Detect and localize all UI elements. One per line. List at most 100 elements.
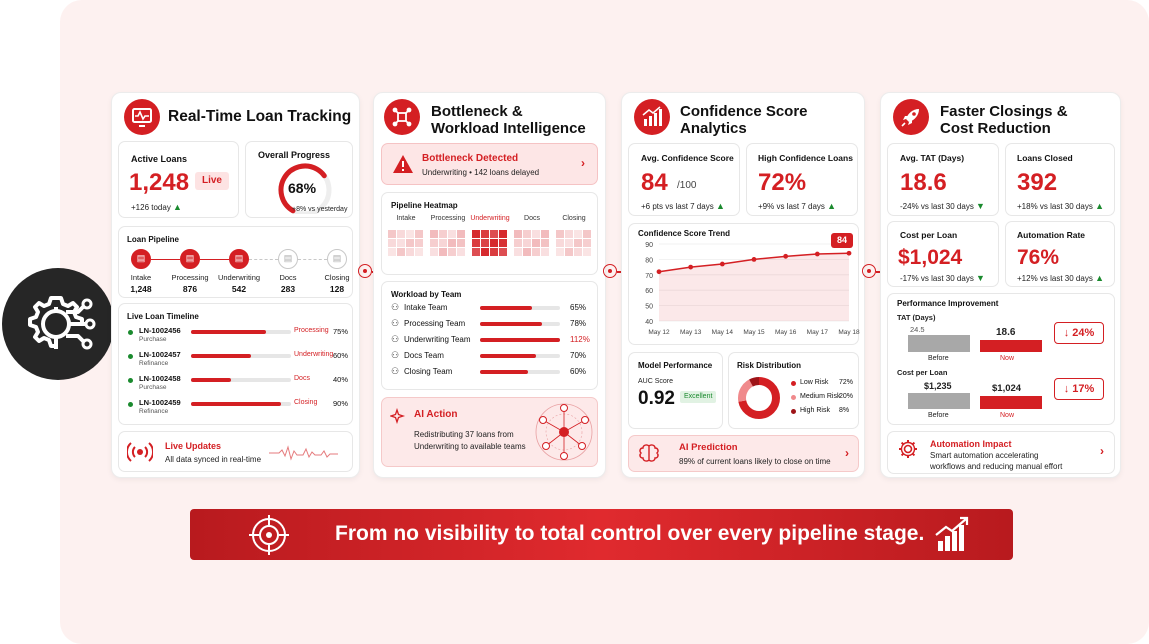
heatmap-column-label: Processing [430,215,466,222]
heatmap-cell [457,230,465,238]
x-tick-label: May 15 [743,329,765,336]
tagline-banner: From no visibility to total control over… [190,509,1013,560]
ai-action-title: AI Action [414,409,458,420]
cost-per-loan-card: Cost per Loan $1,024 -17% vs last 30 day… [887,221,999,287]
pipeline-connector [200,259,229,260]
heatmap-cell [574,239,582,247]
x-tick-label: May 18 [838,329,860,336]
team-user-icon: ⚇ [391,366,400,376]
loan-id[interactable]: LN-1002459 [139,398,181,407]
model-performance-card: Model Performance AUC Score 0.92 Excelle… [628,352,723,429]
loan-stage: Processing [294,327,329,334]
file-icon[interactable]: ▤ [278,249,298,269]
overall-progress-delta: +8% vs yesterday [292,206,348,213]
x-tick-label: May 17 [807,329,829,336]
active-loans-delta: +126 today ▲ [131,202,182,212]
heatmap-cell [439,248,447,256]
risk-distribution-card: Risk Distribution Low Risk 72% Medium Risk… [728,352,859,429]
loan-percent: 60% [333,351,349,360]
heatmap-cell [556,239,564,247]
perf-label: Performance Improvement [897,299,999,308]
pulse-monitor-icon [124,99,160,135]
clipboard-icon[interactable]: ▤ [131,249,151,269]
heatmap-cell [565,239,573,247]
pipeline-stage-name: Underwriting [217,273,261,282]
avg-confidence-value: 84 [641,169,668,196]
automation-value: 76% [1017,246,1060,269]
team-name: Underwriting Team [404,335,471,344]
bottleneck-alert[interactable]: Bottleneck Detected Underwriting • 142 l… [381,143,598,185]
document-icon[interactable]: ▤ [229,249,249,269]
loan-stage: Closing [294,399,318,406]
trend-up-icon: ▲ [715,201,725,211]
pipeline-stage-count: 283 [280,284,296,294]
heatmap-cell [514,239,522,247]
loan-percent: 75% [333,327,349,336]
heatmap-cell [415,239,423,247]
status-dot [128,378,133,383]
heatmap-cell [499,239,507,247]
ai-action-text-2: Underwriting to available teams [414,442,526,451]
loan-id[interactable]: LN-1002458 [139,374,181,383]
heatmap-column-label: Intake [396,215,416,222]
automation-impact-card[interactable]: Automation Impact Smart automation accel… [887,431,1115,474]
loans-closed-card: Loans Closed 392 +18% vs last 30 days ▲ [1005,143,1115,216]
trend-point [719,261,725,267]
team-name: Docs Team [404,351,444,360]
trend-area [659,253,849,321]
heatmap-cell [532,230,540,238]
trend-label: Confidence Score Trend [638,229,731,238]
chevron-right-icon: › [581,156,585,170]
live-badge: Live [195,172,229,190]
pipeline-label: Loan Pipeline [127,235,180,244]
heatmap-cell [583,248,591,256]
ai-prediction-card[interactable]: AI Prediction 89% of current loans likel… [628,435,859,472]
heatmap-cell [574,230,582,238]
active-loans-card: Active Loans 1,248 Live +126 today ▲ [118,141,239,218]
tat-label: Avg. TAT (Days) [900,153,965,163]
pipeline-connector [298,259,327,260]
heatmap-cell [583,239,591,247]
heatmap-cell [565,230,573,238]
high-confidence-delta: +9% vs last 7 days ▲ [758,201,837,211]
pipeline-stage-name: Processing [171,273,209,282]
pipeline-stage-count: 542 [231,284,247,294]
heatmap-cell [439,230,447,238]
team-workload-percent: 112% [570,335,590,344]
status-dot [128,354,133,359]
loan-id[interactable]: LN-1002456 [139,326,181,335]
heatmap-cell [388,248,396,256]
heatmap-cell [490,239,498,247]
risk-legend-name: Medium Risk [800,393,841,400]
before-label: Before [928,355,949,362]
y-tick-label: 60 [645,288,653,295]
perf-tat-before-value: 24.5 [910,325,925,334]
pipeline-stage-name: Intake [130,273,152,282]
overall-progress-card: Overall Progress 68% +8% vs yesterday [245,141,353,218]
loan-progress-bar [191,402,291,406]
workload-label: Workload by Team [391,290,462,299]
pipeline-stage-count: 1,248 [130,284,152,294]
flow-connector-icon [603,264,617,278]
now-label: Now [1000,355,1015,362]
loan-pipeline-card: Loan Pipeline ▤ Intake 1,248 ▤ Processing 876… [118,226,353,298]
check-doc-icon[interactable]: ▤ [327,249,347,269]
loan-id[interactable]: LN-1002457 [139,350,181,359]
loan-progress-bar [191,330,291,334]
x-tick-label: May 13 [680,329,702,336]
performance-improvement-card: Performance Improvement TAT (Days) 24.5 … [887,293,1115,425]
avg-confidence-label: Avg. Confidence Score [641,153,734,163]
heatmap-cell [415,248,423,256]
heatmap-cell [574,248,582,256]
high-confidence-label: High Confidence Loans [758,153,853,163]
live-loan-timeline-card: Live Loan Timeline LN-1002456 Purchase Pro… [118,303,353,425]
team-workload-percent: 70% [570,351,587,360]
image-doc-icon[interactable]: ▤ [180,249,200,269]
automation-label: Automation Rate [1017,230,1085,240]
trend-point [814,251,820,257]
heatmap-cell [481,230,489,238]
tat-change-badge: ↓ 24% [1054,322,1104,344]
trend-up-icon: ▲ [827,201,837,211]
y-tick-label: 90 [645,242,653,249]
heatmap-cell [514,230,522,238]
